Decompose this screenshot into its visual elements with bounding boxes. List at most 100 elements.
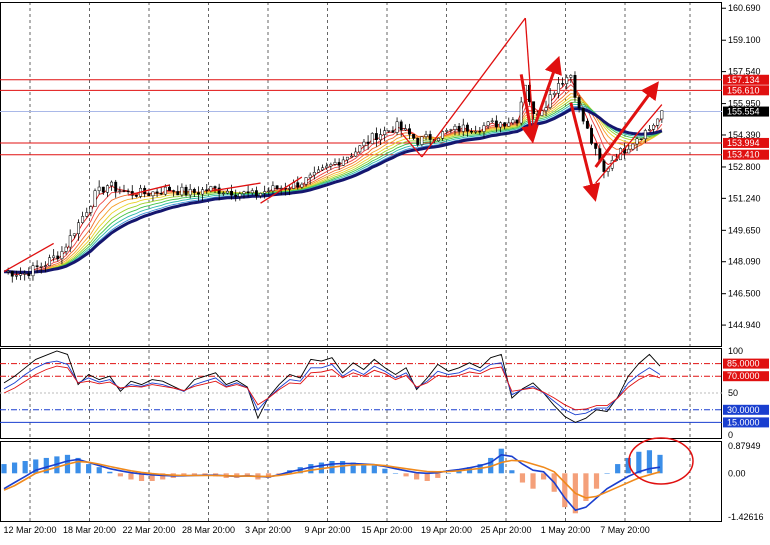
macd-histogram-bar (202, 473, 208, 475)
candle-body (374, 133, 378, 140)
candle-body (197, 192, 200, 195)
oscillator-level-label: 15.0000 (727, 417, 760, 427)
axes: 12 Mar 20:00 18 Mar 20:00 22 Mar 20:00 28 M… (3, 3, 769, 535)
trendline (421, 17, 526, 158)
x-tick-label: 25 Apr 20:00 (480, 525, 531, 535)
candle-body (72, 233, 76, 236)
macd-histogram-bar (1, 464, 7, 474)
candle-body (490, 120, 494, 123)
price-panel (0, 71, 722, 283)
x-tick-label: 1 May 20:00 (541, 525, 591, 535)
candle-body (474, 131, 478, 133)
price-tick-label: 152.800 (728, 162, 761, 172)
candle-body (267, 190, 271, 192)
candle-body (420, 136, 424, 145)
candle-body (465, 124, 469, 132)
candle-body (317, 169, 320, 173)
candle-body (159, 192, 163, 195)
candle-body (114, 181, 118, 192)
candle-body (519, 101, 523, 124)
candle-body (379, 134, 382, 140)
candle-body (238, 193, 242, 197)
x-tick-label: 3 Apr 20:00 (245, 525, 291, 535)
candle-body (263, 191, 267, 194)
candle-body (312, 172, 316, 176)
candle-body (85, 212, 89, 217)
oscillator-line (3, 365, 661, 411)
macd-histogram-bar (435, 473, 441, 478)
price-panel-frame (0, 2, 722, 347)
candle-body (201, 189, 205, 195)
candle-body (569, 75, 573, 78)
candle-body (23, 273, 27, 275)
candle-body (350, 155, 354, 158)
candle-body (259, 193, 262, 196)
macd-histogram-bar (43, 457, 49, 474)
level-label: 153.994 (727, 138, 760, 148)
trendline (210, 182, 261, 192)
candle-body (408, 128, 411, 135)
price-tick-label: 144.940 (728, 320, 761, 330)
candle-body (230, 190, 234, 196)
candle-body (585, 120, 589, 129)
macd-histogram-bar (519, 473, 526, 483)
candle-body (39, 266, 43, 268)
macd-histogram-bar (604, 473, 610, 474)
ribbon-ma-line (3, 96, 663, 274)
oscillator-level-tag (723, 358, 769, 369)
annotations (3, 17, 694, 485)
candle-body (31, 265, 35, 277)
candle-body (246, 191, 250, 194)
macd-histogram-bar (646, 450, 653, 474)
oscillator-level-label: 70.0000 (727, 371, 760, 381)
candle-body (581, 107, 585, 122)
oscillator-level-tag (723, 371, 769, 382)
candle-body (308, 174, 312, 178)
candle-body (209, 186, 213, 192)
macd-histogram-bar (593, 473, 600, 489)
highlight-ellipse (628, 437, 694, 485)
candle-body (271, 185, 275, 192)
x-tick-label: 28 Mar 20:00 (182, 525, 235, 535)
candle-body (656, 118, 660, 126)
candle-body (27, 273, 31, 277)
candle-body (399, 121, 403, 131)
candle-body (122, 190, 126, 192)
candle-body (279, 187, 283, 190)
oscillator-panel (0, 350, 722, 423)
x-tick-label: 12 Mar 20:00 (3, 525, 56, 535)
oscillator-level-tag (723, 417, 769, 428)
candle-body (217, 187, 221, 194)
candle-body (503, 122, 507, 127)
candle-body (35, 265, 39, 267)
macd-histogram-bar (308, 464, 314, 474)
price-tick-label: 155.950 (728, 99, 761, 109)
trend-arrow (594, 81, 659, 168)
candle-body (387, 130, 391, 132)
candle-body (428, 134, 432, 140)
macd-histogram-bar (445, 473, 451, 474)
candle-body (337, 162, 341, 166)
oscillator-tick-label: 0 (728, 430, 733, 440)
macd-histogram-bar (160, 473, 166, 480)
candle-body (412, 134, 416, 139)
slow-ma-line (3, 107, 663, 275)
candle-body (544, 107, 548, 111)
candle-body (60, 251, 64, 259)
macd-histogram-bar (361, 464, 367, 474)
candle-body (652, 125, 656, 130)
macd-panel (1, 448, 663, 514)
candle-body (275, 185, 279, 190)
ribbon-ma-line (3, 99, 663, 274)
macd-histogram-bar (128, 473, 134, 480)
candle-body (10, 271, 14, 277)
candle-body (507, 122, 511, 127)
macd-histogram-bar (117, 473, 123, 477)
candle-body (192, 188, 196, 193)
macd-histogram-bar (244, 473, 250, 477)
candle-body (577, 97, 581, 109)
macd-line (3, 459, 661, 499)
candle-body (494, 120, 498, 128)
candle-body (43, 265, 47, 267)
candle-body (300, 183, 304, 188)
